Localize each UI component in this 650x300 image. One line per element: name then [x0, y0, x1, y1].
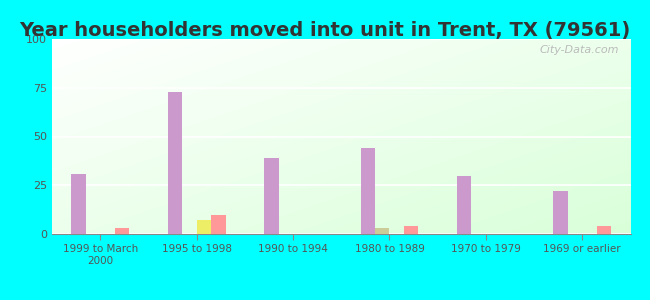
Text: City-Data.com: City-Data.com [540, 45, 619, 55]
Text: Year householders moved into unit in Trent, TX (79561): Year householders moved into unit in Tre… [20, 21, 630, 40]
Bar [264, 158, 279, 234]
Bar [597, 226, 611, 234]
Bar [168, 92, 182, 234]
Bar [72, 173, 86, 234]
Bar [114, 228, 129, 234]
Bar [553, 191, 568, 234]
Bar [211, 214, 226, 234]
Bar [457, 176, 471, 234]
Bar [361, 148, 375, 234]
Bar [196, 220, 211, 234]
Bar [375, 228, 389, 234]
Bar [404, 226, 419, 234]
